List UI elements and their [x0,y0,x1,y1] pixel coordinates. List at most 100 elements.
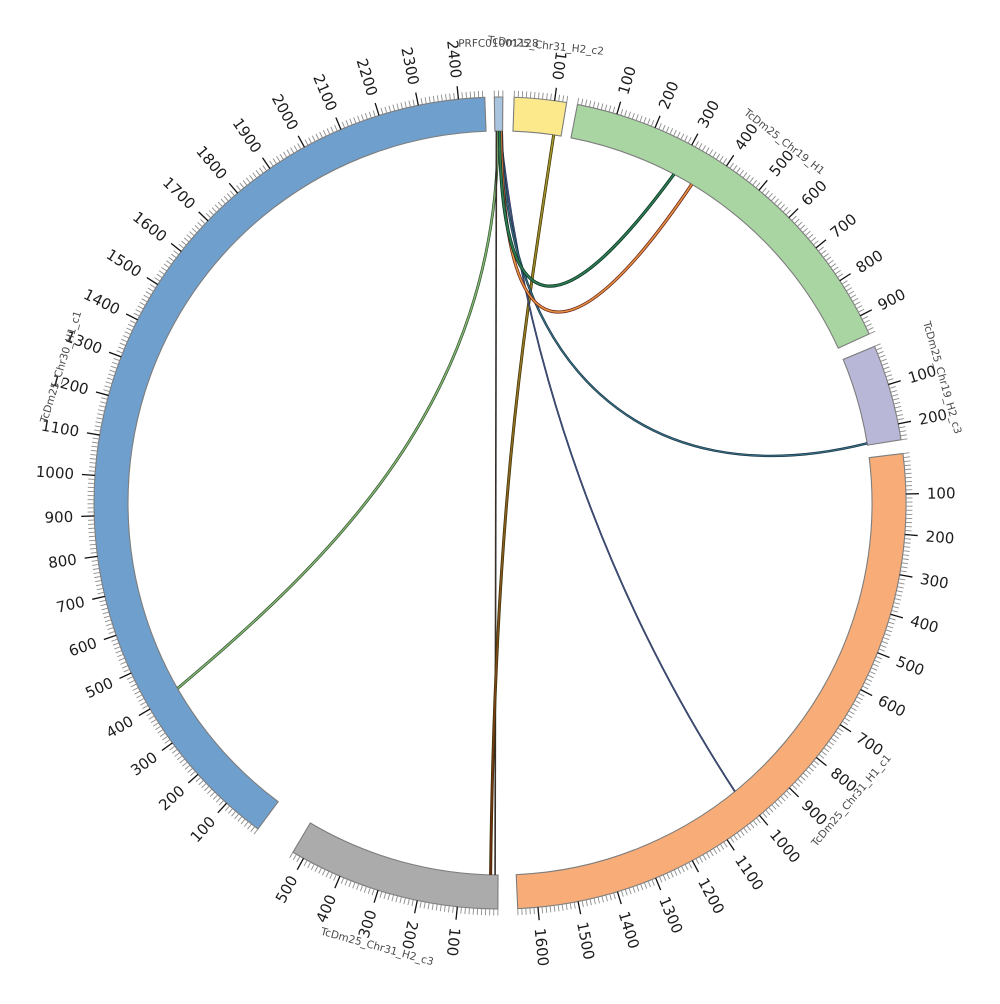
minor-tick [632,113,634,119]
minor-tick [92,442,98,443]
minor-tick [112,362,118,364]
minor-tick [108,374,114,376]
minor-tick [651,120,653,126]
minor-tick [90,454,96,455]
minor-tick [404,898,406,904]
minor-tick [134,691,140,694]
minor-tick [189,232,194,236]
minor-tick [215,205,219,210]
minor-tick [826,257,831,261]
tick-value-label: 700 [55,593,87,617]
minor-tick [253,173,257,178]
minor-tick [96,418,102,419]
minor-tick [133,688,139,691]
minor-tick [586,900,587,906]
minor-tick [562,904,563,910]
minor-tick [744,828,748,833]
minor-tick [888,622,894,624]
minor-tick [696,859,699,865]
minor-tick [95,580,101,581]
minor-tick [896,591,902,592]
minor-tick [99,406,105,408]
minor-tick [251,827,255,832]
tick-value-label: 200 [655,79,683,112]
minor-tick [247,824,251,829]
tick-value-label: 100 [443,927,464,957]
minor-tick [833,267,838,271]
minor-tick [105,386,111,388]
minor-tick [749,178,753,183]
minor-tick [393,105,395,111]
minor-tick [114,647,120,649]
minor-tick [674,130,677,136]
minor-tick [166,261,171,265]
minor-tick [294,146,297,152]
minor-tick [903,453,909,454]
minor-tick [319,868,322,874]
minor-tick [762,188,766,193]
minor-tick [308,862,311,868]
minor-tick [250,175,254,180]
tick-marks [81,86,919,920]
minor-tick [836,731,841,735]
minor-tick [829,741,834,745]
minor-tick [621,109,623,115]
minor-tick [641,884,643,890]
tick-value-label: 1600 [129,208,170,246]
tick-value-label: 400 [312,892,340,925]
minor-tick [613,107,615,113]
minor-tick [903,551,909,552]
minor-tick [323,130,326,136]
minor-tick [892,610,898,612]
minor-tick [184,238,189,242]
minor-tick [162,736,167,740]
minor-tick [421,98,422,104]
minor-tick [659,876,662,882]
tick-value-label: 2400 [443,39,465,79]
minor-tick [629,888,631,894]
minor-tick [652,880,654,886]
minor-tick [904,465,910,466]
minor-tick [864,320,870,323]
tick-value-label: 1000 [35,463,74,484]
minor-tick [196,777,201,781]
minor-tick [106,382,112,384]
minor-tick [883,637,889,639]
minor-tick [868,675,874,678]
minor-tick [842,721,847,724]
minor-tick [291,148,294,154]
minor-tick [625,110,627,116]
major-tick [374,890,378,902]
minor-tick [94,430,100,431]
minor-tick [765,191,769,196]
minor-tick [342,122,344,128]
minor-tick [792,216,797,221]
minor-tick [202,783,207,787]
minor-tick [852,298,858,301]
minor-tick [756,818,760,823]
minor-tick [899,579,905,580]
minor-tick [117,351,123,353]
minor-tick [228,809,232,814]
minor-tick [218,202,222,207]
minor-tick [192,228,197,232]
minor-tick [441,95,442,101]
major-tick [578,901,581,914]
tick-value-label: 1100 [731,852,767,894]
tick-value-label: 1200 [694,875,728,917]
minor-tick [640,116,642,122]
minor-tick [341,878,344,884]
minor-tick [878,351,884,353]
tick-value-label: 200 [917,406,949,429]
minor-tick [327,128,330,134]
major-tick [890,614,903,618]
minor-tick [425,97,426,103]
major-tick [415,900,418,913]
minor-tick [663,875,666,881]
minor-tick [737,833,741,838]
minor-tick [678,868,681,874]
minor-tick [140,302,146,305]
minor-tick [388,894,390,900]
minor-tick [237,186,241,191]
minor-tick [142,705,148,708]
